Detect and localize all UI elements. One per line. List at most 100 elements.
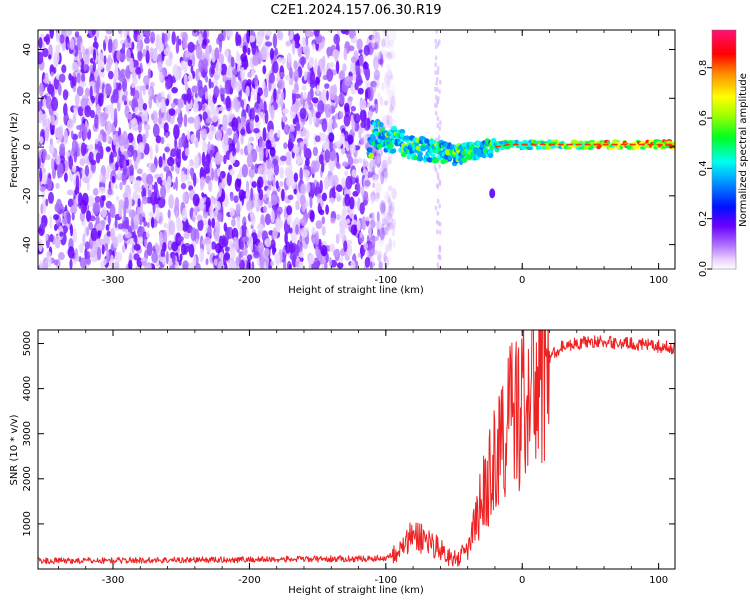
- heatmap-cell: [171, 253, 176, 264]
- heatmap-cell: [181, 32, 188, 43]
- heatmap-cell: [374, 192, 380, 200]
- heatmap-cell: [306, 181, 311, 194]
- heatmap-cell: [246, 254, 253, 261]
- heatmap-cell: [55, 44, 61, 55]
- heatmap-cell: [382, 30, 386, 38]
- heatmap-cell: [293, 69, 299, 84]
- heatmap-cell: [38, 37, 43, 49]
- heatmap-cell: [344, 193, 351, 207]
- heatmap-cell: [246, 259, 251, 269]
- heatmap-cell: [333, 122, 338, 129]
- heatmap-cell: [372, 182, 376, 189]
- heatmap-cell: [349, 142, 356, 154]
- heatmap-cell: [41, 113, 48, 120]
- colorbar-tick-label: 0.8: [698, 60, 709, 76]
- heatmap-cell: [187, 59, 193, 67]
- heatmap-cell: [134, 234, 138, 245]
- heatmap-cell: [238, 251, 242, 264]
- heatmap-cell: [124, 196, 129, 210]
- heatmap-cell: [640, 140, 645, 144]
- heatmap-cell: [338, 92, 345, 105]
- heatmap-cell: [386, 210, 393, 221]
- heatmap-cell: [333, 249, 340, 258]
- heatmap-cell: [324, 149, 331, 163]
- heatmap-cell: [103, 55, 107, 65]
- heatmap-cell: [179, 253, 183, 262]
- heatmap-cell: [383, 256, 390, 268]
- heatmap-cell: [435, 219, 439, 225]
- heatmap-cell: [128, 259, 133, 269]
- heatmap-cell: [360, 186, 365, 196]
- heatmap-cell: [350, 105, 356, 112]
- heatmap-cell: [247, 47, 251, 56]
- heatmap-cell: [131, 41, 135, 50]
- heatmap-cell: [99, 145, 104, 160]
- heatmap-cell: [352, 67, 356, 82]
- heatmap-cell: [130, 217, 135, 232]
- heatmap-cell: [64, 172, 68, 183]
- heatmap-cell: [447, 154, 452, 161]
- heatmap-cell: [434, 70, 438, 75]
- heatmap-cell: [383, 74, 390, 85]
- heatmap-cell: [138, 213, 143, 226]
- heatmap-cell: [279, 167, 284, 179]
- heatmap-cell: [143, 220, 148, 227]
- heatmap-cell: [399, 128, 406, 135]
- heatmap-cell: [376, 148, 384, 157]
- heatmap-cell: [316, 181, 320, 191]
- snr-ylabel: SNR (10 * v/v): [9, 414, 20, 485]
- heatmap-cell: [320, 90, 327, 104]
- heatmap-cell: [49, 142, 55, 155]
- heatmap-cell: [218, 106, 226, 112]
- heatmap-cell: [301, 56, 305, 68]
- heatmap-cell: [48, 54, 52, 60]
- heatmap-cell: [387, 185, 393, 192]
- heatmap-cell: [159, 231, 163, 245]
- heatmap-cell: [380, 170, 385, 185]
- heatmap-cell: [371, 174, 379, 183]
- heatmap-cell: [175, 41, 180, 54]
- heatmap-cell: [119, 53, 126, 61]
- heatmap-cell: [96, 75, 101, 89]
- heatmap-cell: [186, 166, 190, 181]
- heatmap-cell: [63, 103, 68, 116]
- heatmap-cell: [487, 152, 494, 159]
- heatmap-cell: [145, 130, 149, 139]
- heatmap-cell: [385, 81, 390, 95]
- heatmap-cell: [237, 173, 242, 180]
- heatmap-cell: [436, 70, 440, 75]
- heatmap-cell: [58, 73, 66, 83]
- heatmap-cell: [436, 172, 440, 178]
- heatmap-cell: [215, 61, 222, 76]
- heatmap-cell: [303, 91, 307, 100]
- heatmap-cell: [439, 120, 442, 126]
- heatmap-cell: [136, 39, 144, 51]
- heatmap-cell: [350, 224, 358, 236]
- heatmap-cell: [229, 207, 235, 217]
- heatmap-cell: [211, 110, 219, 123]
- heatmap-cell: [321, 216, 326, 225]
- heatmap-cell: [273, 162, 280, 176]
- heatmap-cell: [71, 164, 77, 173]
- heatmap-cell: [175, 217, 181, 224]
- heatmap-cell: [377, 92, 381, 102]
- heatmap-cell: [177, 98, 185, 106]
- heatmap-cell: [135, 66, 142, 75]
- heatmap-cell: [286, 176, 293, 187]
- heatmap-cell: [434, 62, 437, 68]
- heatmap-cell: [274, 47, 278, 56]
- heatmap-cell: [343, 240, 348, 252]
- heatmap-cell: [258, 146, 264, 162]
- heatmap-cell: [245, 228, 249, 237]
- heatmap-cell: [79, 158, 86, 166]
- heatmap-cell: [38, 238, 43, 252]
- heatmap-cell: [355, 74, 363, 87]
- heatmap-cell: [336, 262, 344, 269]
- heatmap-cell: [175, 152, 182, 167]
- heatmap-cell: [366, 117, 371, 130]
- heatmap-cell: [159, 71, 163, 83]
- heatmap-cell: [197, 79, 203, 90]
- heatmap-cell: [253, 251, 260, 259]
- heatmap-cell: [328, 132, 335, 143]
- heatmap-cell: [373, 80, 376, 94]
